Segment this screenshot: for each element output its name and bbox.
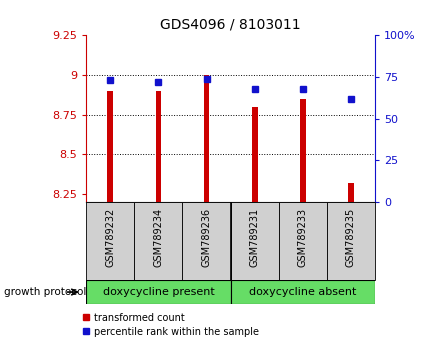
Bar [86, 280, 230, 304]
Bar [230, 280, 374, 304]
Legend: transformed count, percentile rank within the sample: transformed count, percentile rank withi… [82, 313, 258, 337]
Bar [326, 202, 374, 280]
Bar [107, 91, 113, 202]
Text: GSM789232: GSM789232 [105, 208, 115, 267]
Text: GSM789234: GSM789234 [153, 208, 163, 267]
Bar [278, 202, 326, 280]
Text: GSM789235: GSM789235 [345, 208, 355, 267]
Bar [203, 75, 209, 202]
Text: GSM789233: GSM789233 [297, 208, 307, 267]
Bar [155, 91, 161, 202]
Text: doxycycline present: doxycycline present [102, 287, 214, 297]
Title: GDS4096 / 8103011: GDS4096 / 8103011 [160, 17, 300, 32]
Text: growth protocol: growth protocol [4, 287, 86, 297]
Bar [230, 202, 278, 280]
Bar [182, 202, 230, 280]
Bar [299, 99, 305, 202]
Bar [347, 183, 353, 202]
Text: doxycycline absent: doxycycline absent [249, 287, 356, 297]
Text: GSM789231: GSM789231 [249, 208, 259, 267]
Bar [86, 202, 134, 280]
Bar [134, 202, 182, 280]
Bar [251, 107, 257, 202]
Text: GSM789236: GSM789236 [201, 208, 211, 267]
